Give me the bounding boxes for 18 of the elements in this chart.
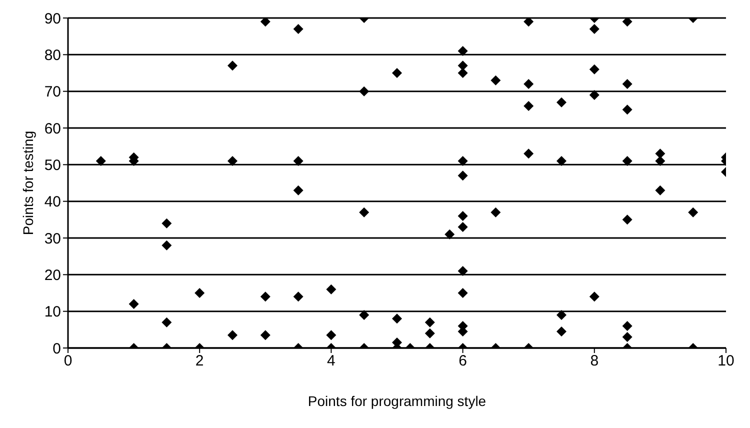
y-tick-label: 40 <box>44 194 61 211</box>
y-tick-label: 50 <box>44 156 61 174</box>
y-tick-label: 30 <box>44 230 61 248</box>
x-tick-label: 0 <box>64 352 72 370</box>
y-tick-label: 90 <box>44 10 61 28</box>
x-tick-label: 4 <box>327 352 336 370</box>
y-tick-label: 20 <box>44 266 61 284</box>
y-tick-label: 70 <box>44 84 61 101</box>
y-tick-label: 80 <box>44 46 61 64</box>
y-tick-label: 60 <box>44 120 61 138</box>
y-tick-label: 0 <box>52 340 61 358</box>
x-tick-label: 10 <box>718 352 734 370</box>
y-tick-label: 10 <box>44 304 61 321</box>
x-tick-label: 8 <box>590 352 599 370</box>
x-tick-label: 6 <box>458 352 467 370</box>
x-axis-title: Points for programming style <box>308 392 486 409</box>
x-tick-label: 2 <box>195 352 204 370</box>
y-axis-title: Points for testing <box>20 130 36 236</box>
